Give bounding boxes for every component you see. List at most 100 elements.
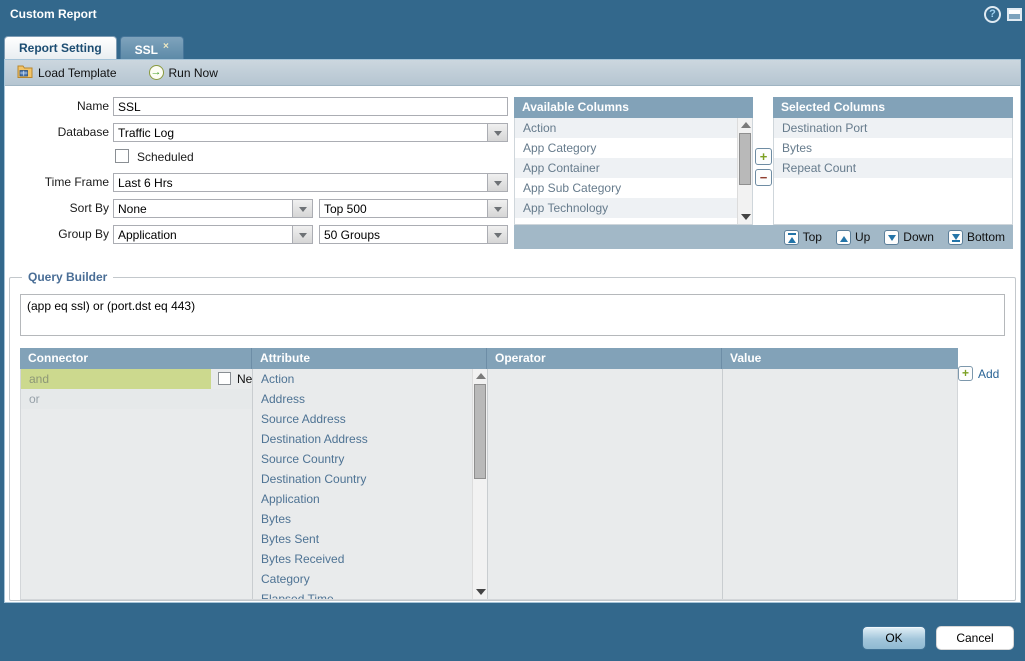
scrollbar[interactable] <box>737 118 752 224</box>
value-column <box>723 369 957 599</box>
attribute-column-header: Attribute <box>252 348 487 369</box>
connector-or-label[interactable]: or <box>29 392 40 406</box>
move-down-label: Down <box>903 230 934 244</box>
time-frame-label: Time Frame <box>44 175 109 189</box>
time-frame-select[interactable]: Last 6 Hrs <box>113 173 508 192</box>
cancel-button[interactable]: Cancel <box>936 626 1014 650</box>
list-item[interactable]: Application <box>261 492 320 506</box>
dialog-footer: OK Cancel <box>0 604 1025 661</box>
sort-top-value: Top 500 <box>324 202 367 216</box>
scroll-thumb[interactable] <box>474 384 486 479</box>
move-bottom-label: Bottom <box>966 230 1005 244</box>
tab-ssl-label: SSL <box>134 43 159 57</box>
load-template-button[interactable]: Load Template <box>17 64 117 81</box>
run-now-button[interactable]: → Run Now <box>148 65 218 80</box>
available-columns-panel: Available Columns Action App Category App … <box>514 97 753 225</box>
scrollbar[interactable] <box>472 369 487 599</box>
group-count-select[interactable]: 50 Groups <box>319 225 508 244</box>
list-item[interactable]: App Technology <box>515 198 752 218</box>
list-item[interactable]: App Sub Category <box>523 181 622 195</box>
available-columns-header: Available Columns <box>514 97 753 118</box>
add-column-button[interactable]: + <box>755 148 772 165</box>
ok-button[interactable]: OK <box>862 626 926 650</box>
list-item[interactable]: Bytes Received <box>261 552 345 566</box>
group-by-value: Application <box>118 228 177 242</box>
available-columns-list: Action App Category App Container App Sub C… <box>514 118 753 225</box>
add-rule-button[interactable]: + Add <box>958 366 999 381</box>
list-item[interactable]: Bytes <box>261 512 292 526</box>
add-rule-label: Add <box>978 366 1000 381</box>
scroll-down-icon[interactable] <box>476 589 486 595</box>
list-item[interactable]: App Container <box>515 158 752 178</box>
list-item[interactable]: Category <box>261 572 310 586</box>
list-item[interactable]: Destination Address <box>261 432 368 446</box>
remove-column-button[interactable]: − <box>755 169 772 186</box>
list-item[interactable]: App Category <box>523 141 597 155</box>
move-top-button[interactable]: Top <box>783 229 822 245</box>
tab-report-setting[interactable]: Report Setting <box>4 36 117 59</box>
chevron-down-icon[interactable] <box>292 200 312 217</box>
scroll-up-icon[interactable] <box>741 122 751 128</box>
chevron-down-icon[interactable] <box>292 226 312 243</box>
list-item[interactable]: Source Country <box>261 452 345 466</box>
reorder-toolbar: Top Up Down Bottom <box>514 225 1013 249</box>
run-now-label: Run Now <box>168 65 218 80</box>
list-item[interactable]: Action <box>515 118 752 138</box>
list-item[interactable]: Action <box>261 372 295 386</box>
move-top-icon <box>783 229 799 245</box>
database-label: Database <box>57 125 109 139</box>
sort-top-select[interactable]: Top 500 <box>319 199 508 218</box>
list-item[interactable]: Bytes Sent <box>261 532 320 546</box>
list-item[interactable]: Source Address <box>261 412 346 426</box>
move-down-button[interactable]: Down <box>884 229 934 245</box>
scheduled-checkbox[interactable] <box>115 149 129 163</box>
close-icon[interactable]: × <box>163 41 169 52</box>
name-label: Name <box>76 99 109 113</box>
query-input[interactable]: (app eq ssl) or (port.dst eq 443) <box>20 294 1005 336</box>
tab-strip: Report Setting SSL × <box>4 36 184 59</box>
connector-column-header: Connector <box>20 348 252 369</box>
selected-columns-list: Destination Port Bytes Repeat Count <box>773 118 1013 225</box>
negate-checkbox[interactable] <box>218 372 231 385</box>
list-item[interactable]: Elapsed Time <box>261 592 334 599</box>
database-value: Traffic Log <box>118 126 175 140</box>
move-top-label: Top <box>802 230 822 244</box>
query-builder-section: Query Builder (app eq ssl) or (port.dst … <box>9 270 1016 601</box>
database-select[interactable]: Traffic Log <box>113 123 508 142</box>
query-builder-legend: Query Builder <box>28 270 108 284</box>
chevron-down-icon[interactable] <box>487 124 507 141</box>
tab-ssl[interactable]: SSL × <box>119 36 184 59</box>
chevron-down-icon[interactable] <box>487 226 507 243</box>
negate-label: Negate <box>237 372 253 386</box>
chevron-down-icon[interactable] <box>487 200 507 217</box>
chevron-down-icon[interactable] <box>487 174 507 191</box>
move-down-icon <box>884 229 900 245</box>
folder-icon <box>17 64 33 81</box>
move-bottom-button[interactable]: Bottom <box>947 229 1005 245</box>
panel-toolbar: Load Template → Run Now <box>5 60 1020 86</box>
connector-option-and[interactable]: and Negate <box>21 369 252 389</box>
time-frame-value: Last 6 Hrs <box>118 176 173 190</box>
list-item[interactable]: Bytes <box>782 141 813 155</box>
sort-by-select[interactable]: None <box>113 199 313 218</box>
connector-option-or[interactable]: or <box>21 389 252 409</box>
scroll-down-icon[interactable] <box>741 214 751 220</box>
list-item[interactable]: Address <box>261 392 306 406</box>
query-builder-table: Connector Attribute Operator Value and N… <box>20 348 958 600</box>
group-by-select[interactable]: Application <box>113 225 313 244</box>
list-item[interactable]: Destination Port <box>774 118 1012 138</box>
table-body: and Negate or Action Address Source Addres… <box>20 369 958 600</box>
window-icon[interactable] <box>1007 8 1022 21</box>
connector-and-label[interactable]: and <box>29 372 50 386</box>
scroll-up-icon[interactable] <box>476 373 486 379</box>
move-up-button[interactable]: Up <box>835 229 870 245</box>
group-by-label: Group By <box>58 227 109 241</box>
value-column-header: Value <box>722 348 958 369</box>
scroll-thumb[interactable] <box>739 133 751 185</box>
move-bottom-icon <box>947 229 963 245</box>
title-bar: Custom Report ? <box>0 0 1025 30</box>
help-icon[interactable]: ? <box>984 6 1001 23</box>
list-item[interactable]: Destination Country <box>261 472 367 486</box>
name-input[interactable] <box>113 97 508 116</box>
list-item[interactable]: Repeat Count <box>774 158 1012 178</box>
